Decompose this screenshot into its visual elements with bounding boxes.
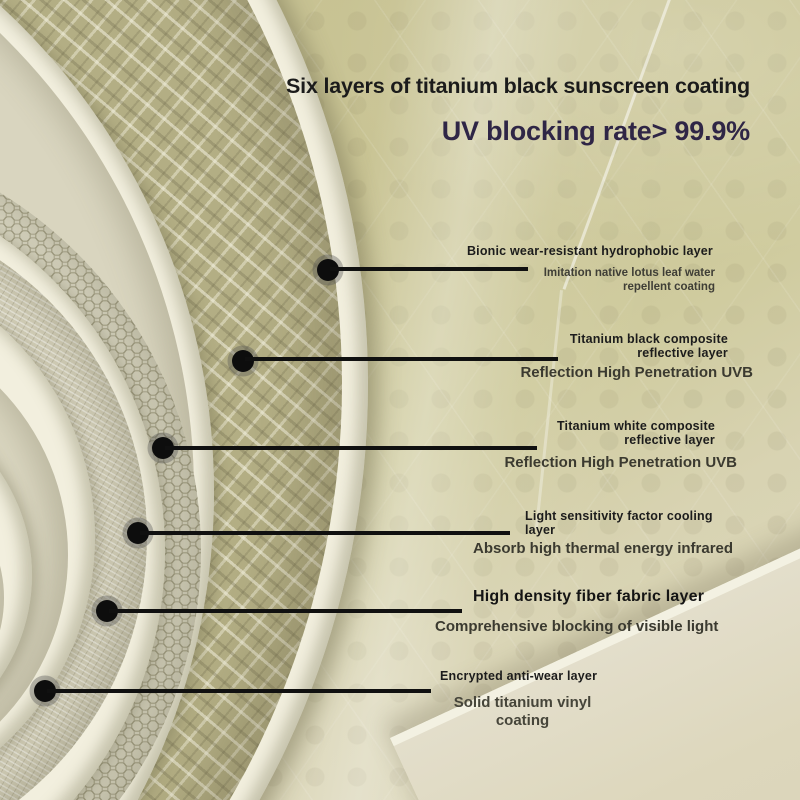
callout-leader-line xyxy=(330,267,528,271)
callout-title: Bionic wear-resistant hydrophobic layer xyxy=(466,244,713,258)
callout-subtitle: Comprehensive blocking of visible light xyxy=(435,618,719,635)
header: Six layers of titanium black sunscreen c… xyxy=(286,72,750,148)
callout-subtitle-line: Solid titanium vinyl xyxy=(453,694,592,711)
callout-dot xyxy=(232,350,254,372)
callout-leader-line xyxy=(140,531,510,535)
callout-subtitle: Reflection High Penetration UVB xyxy=(520,364,753,381)
callout-dot xyxy=(152,437,174,459)
callout-title: High density fiber fabric layer xyxy=(473,588,705,605)
callout-title-line: reflective layer xyxy=(637,346,728,360)
uv-blocking-rate-title: UV blocking rate> 99.9% xyxy=(441,116,750,146)
ring-cream-band-3 xyxy=(0,466,4,730)
callout-dot xyxy=(317,259,339,281)
callout-title-line: Titanium white composite xyxy=(556,419,715,433)
callout-title-line: layer xyxy=(525,523,556,537)
callout-leader-line xyxy=(245,357,558,361)
page-title: Six layers of titanium black sunscreen c… xyxy=(286,74,750,98)
callout-leader-line xyxy=(47,689,431,693)
callout-subtitle: Reflection High Penetration UVB xyxy=(504,454,737,471)
callout-leader-line xyxy=(165,446,537,450)
callout-title-line: reflective layer xyxy=(624,433,715,447)
callout-title-line: Light sensitivity factor cooling xyxy=(525,509,713,523)
callout-dot xyxy=(34,680,56,702)
callout-subtitle-line: Imitation native lotus leaf water xyxy=(543,267,715,279)
callout-dot xyxy=(96,600,118,622)
callout-dot xyxy=(127,522,149,544)
callout-title: Encrypted anti-wear layer xyxy=(440,669,598,683)
callout-subtitle: Absorb high thermal energy infrared xyxy=(473,540,734,557)
callout-subtitle-line: repellent coating xyxy=(622,281,715,293)
callout-subtitle-line: coating xyxy=(495,712,550,729)
callout-title-line: Titanium black composite xyxy=(569,332,728,346)
callout-leader-line xyxy=(109,609,462,613)
